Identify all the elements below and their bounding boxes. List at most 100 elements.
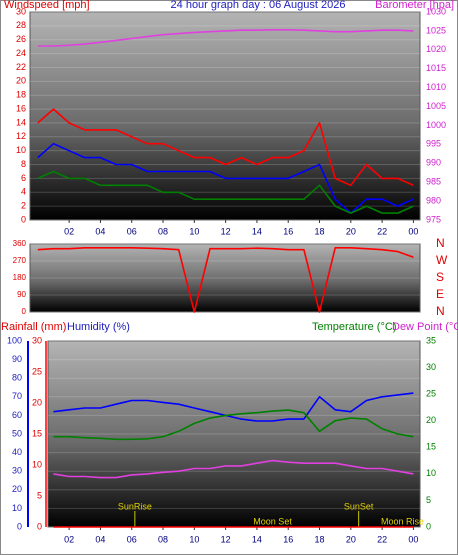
y-tick-label: 0 (17, 521, 22, 531)
x-tick-label: 02 (64, 226, 74, 236)
y2-tick-label: N (436, 304, 445, 318)
plot-area (29, 11, 421, 221)
y2-tick-label: 5 (426, 495, 431, 505)
y3-tick-label: 25 (32, 366, 42, 376)
y3-tick-label: 30 (32, 335, 42, 345)
x-tick-label: 00 (408, 534, 418, 544)
y-tick-label: 4 (21, 187, 26, 197)
y2-tick-label: 980 (426, 195, 441, 205)
x-tick-label: 20 (346, 226, 356, 236)
rain-axis-label: Rainfall (mm) (1, 321, 66, 333)
y-tick-label: 12 (16, 131, 26, 141)
y-tick-label: 40 (12, 447, 22, 457)
x-tick-label: 12 (221, 226, 231, 236)
data-line (37, 108, 414, 187)
y2-tick-label: S (436, 270, 444, 284)
x-tick-label: 04 (95, 534, 105, 544)
y2-tick-label: 990 (426, 158, 441, 168)
y-axis-label: Windspeed [mph] (4, 0, 90, 11)
y2-tick-label: 35 (426, 335, 436, 345)
y-tick-label: 24 (16, 48, 26, 58)
y2-tick-label: 1025 (426, 25, 446, 35)
x-tick-label: 08 (158, 226, 168, 236)
y2-tick-label: 15 (426, 442, 436, 452)
x-tick-label: 14 (252, 534, 262, 544)
y2-tick-label: 1030 (426, 6, 446, 16)
x-tick-label: 00 (408, 226, 418, 236)
y2-tick-label: 0 (426, 521, 431, 531)
y-tick-label: 0 (22, 307, 27, 316)
event-label: SunRise (118, 501, 152, 511)
y3-tick-label: 20 (32, 397, 42, 407)
y-tick-label: 270 (13, 256, 27, 265)
x-tick-label: 22 (377, 226, 387, 236)
y-tick-label: 14 (16, 117, 26, 127)
y2-tick-label: 1015 (426, 63, 446, 73)
x-tick-label: 02 (64, 534, 74, 544)
y3-tick-label: 5 (37, 490, 42, 500)
y-tick-label: 22 (16, 62, 26, 72)
x-tick-label: 10 (189, 534, 199, 544)
x-tick-label: 08 (158, 534, 168, 544)
y-tick-label: 90 (12, 354, 22, 364)
x-tick-label: 06 (127, 226, 137, 236)
y-tick-label: 30 (12, 466, 22, 476)
y2-tick-label: 10 (426, 468, 436, 478)
x-tick-label: 22 (377, 534, 387, 544)
event-label: Moon Rise (381, 516, 424, 526)
y-tick-label: 16 (16, 103, 26, 113)
data-line (53, 409, 414, 441)
event-label: Moon Set (253, 516, 292, 526)
data-line (37, 170, 414, 214)
x-tick-label: 14 (252, 226, 262, 236)
y-tick-label: 28 (16, 20, 26, 30)
y-tick-label: 10 (12, 503, 22, 513)
y2-tick-label: 1010 (426, 82, 446, 92)
y-tick-label: 80 (12, 373, 22, 383)
x-tick-label: 18 (315, 226, 325, 236)
plot-area (29, 243, 421, 313)
y-tick-label: 18 (16, 90, 26, 100)
data-line (53, 459, 414, 479)
x-tick-label: 12 (221, 534, 231, 544)
data-line (37, 29, 414, 47)
y-tick-label: 0 (21, 214, 26, 224)
y2-tick-label: 995 (426, 139, 441, 149)
y-tick-label: 70 (12, 391, 22, 401)
y2-tick-label: 1020 (426, 44, 446, 54)
chart-title: 24 hour graph day : 06 August 2026 (171, 0, 346, 11)
y-tick-label: 50 (12, 428, 22, 438)
y2-tick-label: 1000 (426, 120, 446, 130)
y2-tick-label: 1005 (426, 101, 446, 111)
y-tick-label: 8 (21, 159, 26, 169)
data-line (53, 392, 414, 422)
x-tick-label: 18 (315, 534, 325, 544)
x-tick-label: 06 (127, 534, 137, 544)
x-tick-label: 10 (189, 226, 199, 236)
y-tick-label: 2 (21, 201, 26, 211)
y-tick-label: 30 (16, 6, 26, 16)
humidity-axis-label: Humidity (%) (67, 321, 130, 333)
y-tick-label: 180 (13, 273, 27, 282)
x-tick-label: 20 (346, 534, 356, 544)
y2-tick-label: 975 (426, 214, 441, 224)
y2-tick-label: N (436, 236, 445, 250)
event-label: SunSet (344, 501, 374, 511)
dewpoint-axis-label: Dew Point (°C (392, 321, 458, 333)
x-tick-label: 16 (283, 226, 293, 236)
plot-area (47, 340, 421, 528)
y-tick-label: 360 (13, 239, 27, 248)
y-tick-label: 20 (16, 76, 26, 86)
y3-tick-label: 10 (32, 459, 42, 469)
x-tick-label: 16 (283, 534, 293, 544)
y-tick-label: 6 (21, 173, 26, 183)
y2-tick-label: 20 (426, 415, 436, 425)
y3-tick-label: 0 (37, 521, 42, 531)
y-tick-label: 100 (7, 335, 22, 345)
y-tick-label: 10 (16, 145, 26, 155)
y-tick-label: 60 (12, 410, 22, 420)
y-tick-label: 20 (12, 484, 22, 494)
x-tick-label: 04 (95, 226, 105, 236)
y2-tick-label: 985 (426, 177, 441, 187)
